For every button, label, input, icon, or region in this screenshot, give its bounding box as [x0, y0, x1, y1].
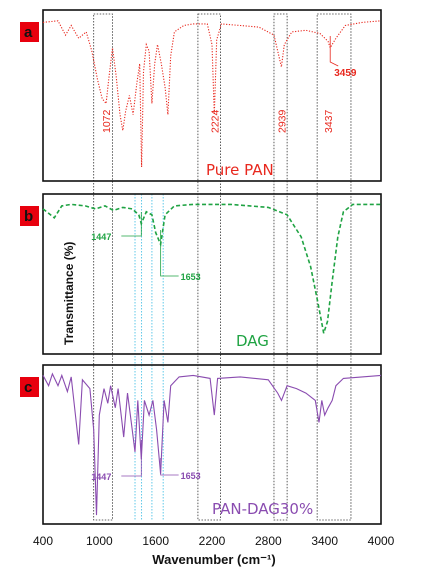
panel-c-badge	[20, 377, 39, 397]
x-tick-label: 1600	[142, 534, 169, 548]
panel-c-letter: c	[24, 379, 32, 396]
peak-label: 3437	[323, 109, 335, 133]
panel-b-peak-labels: 1447 1653	[91, 212, 201, 282]
panel-a: 1072 2224 2939 3437 3459 Pure PAN a	[20, 9, 382, 182]
highlight-band	[197, 13, 221, 521]
panel-b: 1447 1653 DAG b	[20, 193, 382, 355]
panel-a-peak-labels: 1072 2224 2939 3437 3459	[101, 36, 357, 133]
pan-dag-series-line	[42, 372, 382, 516]
peak-label: 1072	[101, 109, 113, 133]
x-tick-label: 1000	[86, 534, 113, 548]
peak-label: 1653	[181, 471, 201, 481]
panel-b-frame	[42, 193, 382, 355]
x-axis-label: Wavenumber (cm⁻¹)	[152, 552, 275, 567]
panel-a-title: Pure PAN	[206, 161, 274, 179]
peak-leader	[160, 458, 179, 476]
panel-c-frame	[42, 364, 382, 525]
panel-c: 1447 1653 PAN-DAG30% c	[20, 364, 382, 525]
x-axis-ticks: 400 1000 1600 2200 2800 3400 4000	[33, 534, 395, 548]
dag-series-line	[42, 203, 381, 334]
x-tick-label: 2800	[255, 534, 282, 548]
panel-a-badge	[20, 22, 39, 42]
highlight-band	[273, 13, 288, 521]
panel-a-letter: a	[24, 24, 33, 41]
peak-label: 2939	[276, 109, 288, 133]
x-tick-label: 400	[33, 534, 53, 548]
x-tick-label: 2200	[199, 534, 226, 548]
x-tick-label: 3400	[311, 534, 338, 548]
peak-leader	[121, 440, 142, 477]
peak-label: 3459	[334, 68, 357, 79]
panel-a-frame	[42, 9, 382, 182]
panel-b-badge	[20, 206, 39, 226]
peak-leader	[329, 36, 339, 67]
highlight-band	[93, 13, 113, 521]
pan-series-line	[42, 20, 382, 168]
peak-leader	[160, 230, 179, 277]
x-tick-label: 4000	[368, 534, 395, 548]
panel-b-letter: b	[24, 208, 33, 225]
panel-c-peak-labels: 1447 1653	[91, 440, 201, 482]
panel-c-title: PAN-DAG30%	[212, 500, 313, 518]
y-axis-label: Transmittance (%)	[62, 242, 76, 345]
panel-b-title: DAG	[236, 332, 269, 350]
peak-label: 1447	[91, 472, 111, 482]
highlight-layer	[93, 13, 352, 521]
peak-label: 2224	[209, 109, 221, 133]
peak-label: 1653	[181, 272, 201, 282]
highlight-band	[316, 13, 352, 521]
peak-label: 1447	[91, 232, 111, 242]
peak-leader	[121, 212, 142, 237]
